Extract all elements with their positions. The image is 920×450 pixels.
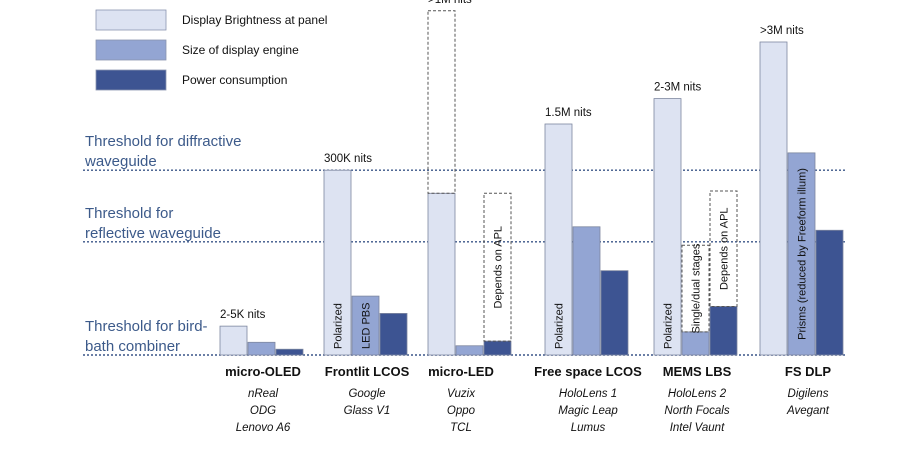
value-label-2: >1M nits [428,0,472,6]
legend-label-2: Power consumption [182,73,287,87]
bar-1-size-text: LED PBS [361,303,373,349]
category-label-1: Frontlit LCOS [325,364,410,379]
value-label-5: >3M nits [760,25,804,37]
bar-5-power [815,229,844,356]
legend: Display Brightness at panel Size of displ… [95,9,327,91]
value-label-4: 2-3M nits [654,82,702,94]
bar-0-size [247,341,276,356]
bar-1-brightness [323,169,352,356]
example-label-3-2: Lumus [571,422,606,434]
example-label-0-2: Lenovo A6 [236,422,291,434]
bar-4-power-dashed-text: Depends on APL [719,207,731,290]
bar-0-power [275,348,304,356]
bar-5-size-text: Prisms (reduced by Freeform illum) [797,168,809,340]
bars [219,10,844,356]
bar-4-power-dashed-extension [709,190,738,307]
bar-5-brightness [759,41,788,356]
example-label-4-0: HoloLens 2 [668,388,727,400]
example-label-4-2: Intel Vaunt [670,422,725,434]
labels: 2-5K nits micro-OLED nReal ODG Lenovo A6 Pola… [220,0,831,434]
bar-4-brightness [653,98,682,356]
bar-1-brightness-text: Polarized [333,303,345,349]
threshold-label-2-line-1: bath combiner [85,338,180,355]
bar-2-size [455,345,484,356]
bar-2-brightness-dashed-extension [427,10,456,194]
value-label-3: 1.5M nits [545,107,592,119]
bar-3-brightness [544,123,573,356]
bar-5-size [787,152,816,356]
example-label-4-1: North Focals [664,405,729,417]
example-label-2-0: Vuzix [447,388,476,400]
bar-3-size [572,226,601,356]
example-label-5-1: Avegant [786,405,830,417]
legend-swatch-1 [95,39,167,61]
category-label-4: MEMS LBS [663,364,732,379]
bar-2-power-dashed-text: Depends on APL [493,226,505,309]
thresholds: Threshold for diffractive waveguide Thresh… [83,133,846,356]
legend-label-1: Size of display engine [182,43,299,57]
legend-swatch-0 [95,9,167,31]
legend-swatch-2 [95,69,167,91]
category-label-0: micro-OLED [225,364,301,379]
bar-3-power [600,270,629,356]
bar-0-brightness [219,325,248,356]
value-label-1: 300K nits [324,153,372,165]
bar-2-power-dashed-extension [483,192,512,342]
example-label-1-1: Glass V1 [344,405,391,417]
bar-2-power [483,340,512,356]
example-label-3-1: Magic Leap [558,405,618,417]
legend-label-0: Display Brightness at panel [182,13,327,27]
threshold-label-1-line-1: reflective waveguide [85,225,221,242]
threshold-label-2-line-0: Threshold for bird- [85,318,208,335]
bar-4-size [681,331,710,356]
bar-1-size [351,295,380,356]
threshold-label-0-line-0: Threshold for diffractive [85,133,241,150]
bar-4-size-dashed-text: Single/dual stages [691,243,703,333]
example-label-3-0: HoloLens 1 [559,388,617,400]
bar-2-brightness [427,192,456,356]
bar-4-power [709,306,738,356]
threshold-label-0-line-1: waveguide [84,153,157,170]
bar-3-brightness-text: Polarized [554,303,566,349]
category-label-5: FS DLP [785,364,832,379]
threshold-label-1-line-0: Threshold for [85,205,173,222]
example-label-2-2: TCL [450,422,472,434]
bar-1-power [379,313,408,356]
value-label-0: 2-5K nits [220,309,266,321]
bar-4-size-dashed-extension [681,244,710,333]
category-label-2: micro-LED [428,364,494,379]
example-label-1-0: Google [348,388,385,400]
bar-4-brightness-text: Polarized [663,303,675,349]
example-label-2-1: Oppo [447,405,476,417]
example-label-0-1: ODG [250,405,276,417]
example-label-5-0: Digilens [788,388,829,400]
example-label-0-0: nReal [248,388,278,400]
category-label-3: Free space LCOS [534,364,642,379]
